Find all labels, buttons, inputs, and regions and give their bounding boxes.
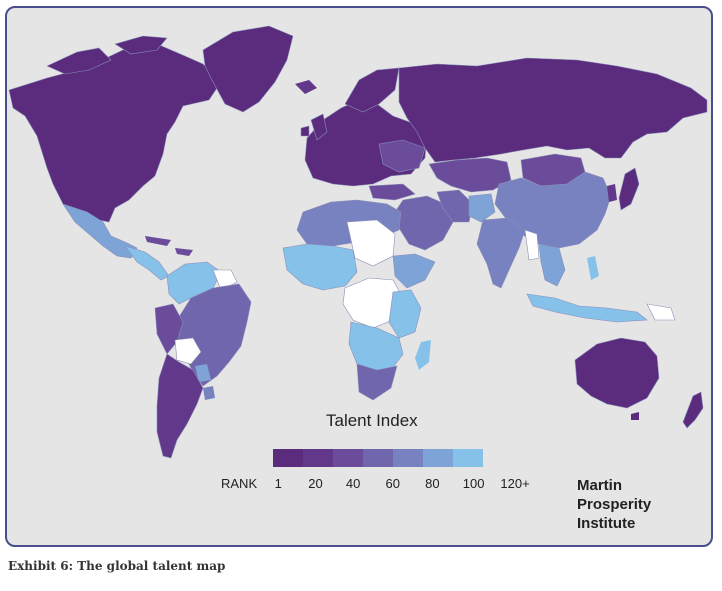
region-arctic-islands <box>46 35 168 75</box>
region-australia <box>574 337 660 409</box>
legend-swatch <box>303 449 333 467</box>
legend-color-bar <box>273 449 483 467</box>
legend-tick: 60 <box>385 476 400 491</box>
region-india <box>476 217 526 289</box>
region-north-america <box>8 43 222 223</box>
legend-rank-label: RANK <box>221 476 258 491</box>
region-paraguay <box>195 364 211 382</box>
region-iceland <box>295 80 317 94</box>
institute-line: Prosperity <box>577 496 652 513</box>
legend-swatch <box>453 449 483 467</box>
region-philippines <box>587 256 599 280</box>
legend-tick: 100 <box>462 476 485 491</box>
legend-swatch <box>273 449 303 467</box>
region-scandinavia <box>344 67 400 113</box>
legend-swatch <box>363 449 393 467</box>
legend-tick: 80 <box>425 476 440 491</box>
region-madagascar <box>415 340 431 370</box>
region-east-africa <box>388 289 422 339</box>
institute-line: Martin <box>577 477 622 494</box>
region-russia <box>398 57 708 163</box>
legend-tick: 40 <box>345 476 361 491</box>
region-japan <box>618 167 640 211</box>
legend-tick: 20 <box>308 476 323 491</box>
region-horn-africa <box>392 253 436 289</box>
region-uruguay <box>203 386 215 400</box>
legend-tick: 1 <box>274 476 282 491</box>
region-new-zealand <box>682 391 704 429</box>
region-iran <box>436 189 474 223</box>
region-myanmar <box>524 229 540 261</box>
legend-title: Talent Index <box>326 411 418 430</box>
region-afghanistan <box>468 193 496 223</box>
legend-labels: RANK 1 20 40 60 80 100 120+ <box>221 476 530 491</box>
legend-swatch <box>333 449 363 467</box>
exhibit-caption: Exhibit 6: The global talent map <box>8 559 226 573</box>
map-frame: Talent Index RANK 1 20 40 60 80 100 120+… <box>5 6 713 547</box>
region-central-america <box>124 245 170 281</box>
region-southern-cone <box>156 353 204 459</box>
region-png <box>646 303 676 321</box>
legend-tick: 120+ <box>500 476 530 491</box>
region-tasmania <box>631 412 639 420</box>
world-talent-map <box>8 25 708 459</box>
region-bolivia <box>174 337 202 365</box>
legend-swatch <box>393 449 423 467</box>
region-greenland <box>202 25 294 113</box>
region-uk <box>300 113 328 141</box>
region-caribbean <box>145 236 193 256</box>
legend-swatch <box>423 449 453 467</box>
region-korea <box>607 184 617 202</box>
region-indonesia <box>526 293 648 323</box>
region-se-asia <box>538 243 566 287</box>
institute-line: Institute <box>577 515 636 532</box>
institute-logo: Martin Prosperity Institute <box>577 476 651 533</box>
region-west-africa <box>282 243 358 291</box>
region-south-africa <box>356 363 398 401</box>
region-turkey <box>368 183 416 201</box>
region-eastern-europe <box>378 139 426 173</box>
